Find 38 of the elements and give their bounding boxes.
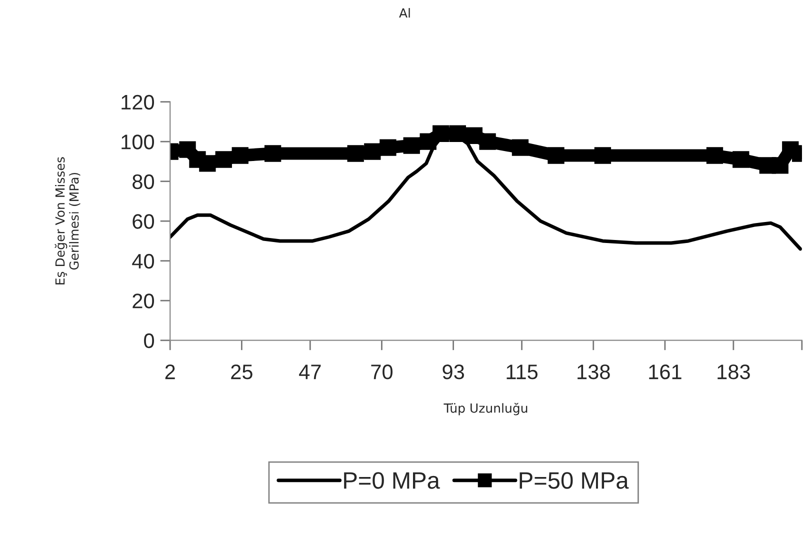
x-tick-label: 161 [649,364,682,380]
point [380,139,396,156]
point [215,151,232,168]
point [772,157,788,174]
x-tick-label: 25 [231,364,252,380]
x-tick-label: 70 [371,364,393,380]
point [432,125,450,142]
point [364,143,381,160]
point [264,145,282,162]
y-tick-label: 100 [122,134,154,150]
point [594,147,612,164]
point [732,151,750,168]
point [706,147,724,164]
x-tick-label: 138 [578,364,610,380]
point [232,147,248,164]
point [347,145,364,162]
y-axis-title: Eş Değer Von Misses Gerilmesi (MPa) [54,157,80,284]
x-tick-label: 2 [165,364,175,380]
legend-label: P=0 MPa [344,472,440,489]
legend-label: P=50 MPa [520,472,629,489]
x-tick-label: 183 [718,364,750,380]
x-axis-title: Tüp Uzunluğu [444,402,528,416]
point [548,147,564,164]
y-tick-label: 0 [144,333,154,348]
chart-title: Al [399,8,410,18]
point [199,155,216,172]
y-tick-label: 20 [132,294,154,308]
x-tick-label: 115 [506,364,538,380]
y-tick-label: 60 [132,214,154,229]
y-tick-label: 120 [122,94,154,110]
y-tick-label: 80 [132,174,154,190]
point [479,133,496,150]
x-tick-label: 93 [442,364,464,380]
y-tick-label: 40 [132,254,154,269]
x-tick-label: 47 [299,364,321,380]
point [403,137,420,154]
point [449,125,466,142]
point [512,139,529,156]
